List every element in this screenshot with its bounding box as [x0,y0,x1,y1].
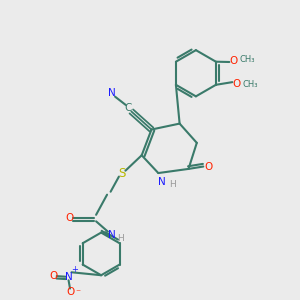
Text: N: N [158,177,166,187]
Text: O: O [230,56,238,65]
Text: N: N [108,230,116,240]
Text: CH₃: CH₃ [243,80,258,89]
Text: CH₃: CH₃ [240,55,256,64]
Text: ⁻: ⁻ [75,289,80,298]
Text: O: O [205,161,213,172]
Text: H: H [118,234,124,243]
Text: O: O [66,287,74,297]
Text: N: N [65,272,72,282]
Text: O: O [49,271,57,281]
Text: H: H [169,180,176,189]
Text: O: O [65,213,74,224]
Text: O: O [232,79,241,88]
Text: +: + [72,265,79,274]
Text: N: N [108,88,116,98]
Text: S: S [118,167,126,180]
Text: C: C [124,103,131,113]
